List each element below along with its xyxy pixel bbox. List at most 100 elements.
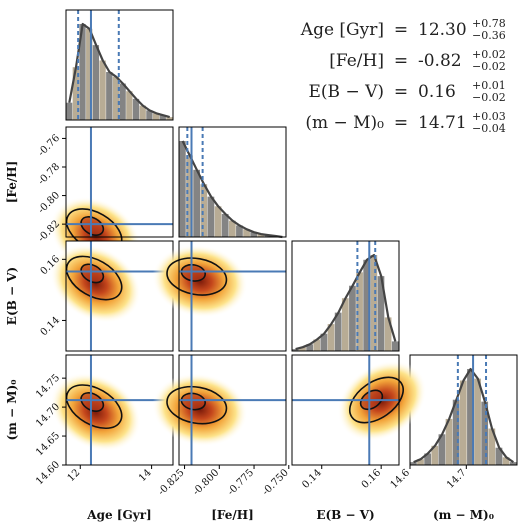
summary-value: 12.30: [418, 19, 467, 40]
summary-minus: −0.36: [472, 28, 506, 42]
histogram-bar: [452, 399, 460, 465]
contour-outer: [349, 376, 404, 424]
summary-row-dm: (m − M)₀ = 14.71 +0.03 −0.04: [288, 107, 523, 138]
histogram-bar: [313, 339, 321, 351]
histogram-bar: [126, 91, 133, 120]
summary-value: 14.71: [418, 112, 467, 133]
histogram-bar: [481, 401, 489, 465]
histogram-bar: [467, 369, 474, 465]
y-axis-feh: -0.76-0.78-0.80-0.82[Fe/H]: [5, 133, 66, 244]
y-tick-label: 14.65: [34, 430, 62, 458]
x-tick-label: 14.6: [389, 467, 413, 491]
histogram-bar: [221, 213, 229, 237]
histogram-bar: [179, 141, 186, 237]
histogram-age: [65, 9, 174, 121]
histogram-bar: [146, 110, 153, 120]
contour-inner: [80, 216, 105, 236]
histogram-bar: [391, 341, 399, 351]
summary-plus: +0.78: [472, 16, 506, 30]
histogram-bar: [431, 445, 439, 465]
histogram-bar: [112, 76, 120, 120]
x-tick-label: 0.16: [360, 467, 384, 491]
x-axis-label: (m − M)₀: [433, 508, 494, 522]
histogram-bar: [341, 298, 349, 351]
histogram-bar: [334, 312, 342, 351]
histogram-bar: [377, 276, 385, 351]
summary-plus: +0.02: [472, 47, 506, 61]
y-tick-label: -0.76: [36, 133, 62, 159]
y-tick-label: 0.14: [39, 315, 63, 339]
x-tick-label: 12: [66, 467, 83, 484]
histogram-bar: [186, 155, 193, 237]
histogram-bar: [72, 67, 79, 120]
contour-inner: [80, 392, 105, 412]
y-axis-label: (m − M)₀: [5, 379, 19, 440]
summary-equals: =: [393, 112, 409, 133]
panel-frame: [178, 126, 287, 238]
histogram-bar: [166, 117, 173, 120]
histogram-bar: [139, 105, 146, 120]
summary-equals: =: [393, 19, 409, 40]
density-cloud: [50, 372, 141, 452]
histogram-bar: [327, 324, 335, 351]
histogram-bar: [119, 83, 126, 120]
y-axis-label: [Fe/H]: [5, 161, 19, 204]
summary-name: (m − M)₀: [305, 112, 384, 133]
y-axis-label: E(B − V): [5, 267, 19, 325]
x-tick-label: -0.800: [191, 467, 221, 497]
density-ebv-dm: [291, 354, 427, 466]
histogram-bar: [384, 317, 392, 351]
histogram-bar: [509, 462, 517, 465]
panel-frame: [178, 240, 287, 352]
summary-minus: −0.04: [472, 121, 506, 135]
histogram-bar: [159, 115, 166, 120]
histogram-ebv: [291, 240, 400, 352]
histogram-bar: [228, 220, 236, 237]
histogram-bar: [299, 347, 306, 351]
histogram-bar: [349, 285, 356, 351]
histogram-bar: [417, 459, 424, 465]
contour-outer: [65, 384, 123, 430]
histogram-bar: [92, 45, 100, 121]
density-age-ebv: [50, 240, 174, 352]
density-cloud: [152, 244, 248, 318]
y-tick-label: 14.60: [34, 459, 62, 487]
summary-minus: −0.02: [472, 59, 506, 73]
panel-frame: [65, 9, 174, 121]
summary-row-ebv: E(B − V) = 0.16 +0.01 −0.02: [288, 76, 523, 107]
histogram-bar: [370, 255, 378, 351]
panel-frame: [178, 354, 287, 466]
contour-outer: [166, 385, 228, 425]
panel-frame: [291, 240, 400, 352]
histogram-bar: [200, 184, 208, 237]
kde-curve: [295, 253, 397, 351]
histogram-bar: [214, 206, 222, 237]
histogram-bar: [250, 232, 258, 237]
summary-plus: +0.01: [472, 78, 506, 92]
summary-name: E(B − V): [308, 81, 385, 102]
histogram-bar: [445, 418, 453, 465]
histogram-bar: [86, 28, 93, 120]
x-axis-label: Age [Gyr]: [86, 508, 151, 522]
density-feh-dm: [152, 354, 287, 466]
summary-name: [Fe/H]: [329, 50, 384, 71]
histogram-bar: [474, 378, 481, 465]
histogram-bar: [320, 333, 328, 351]
x-axis-age: 12 14 Age [Gyr]: [66, 465, 154, 522]
density-cloud: [152, 373, 248, 447]
histogram-bar: [502, 457, 510, 465]
x-tick-label: 14: [137, 467, 154, 484]
histogram-bar: [306, 344, 313, 351]
histogram-bar: [488, 428, 496, 465]
density-feh-ebv: [152, 240, 287, 352]
histogram-bar: [152, 113, 160, 120]
contour-outer: [166, 257, 228, 296]
summary-plus: +0.03: [472, 109, 506, 123]
histogram-bar: [193, 169, 200, 237]
summary-errors: +0.03 −0.04: [472, 109, 506, 135]
parameter-summary: Age [Gyr] = 12.30 +0.78 −0.36 [Fe/H] = -…: [288, 14, 523, 138]
summary-name: Age [Gyr]: [300, 19, 384, 40]
summary-errors: +0.01 −0.02: [472, 78, 506, 104]
histogram-bar: [106, 72, 113, 120]
x-tick-label: -0.775: [226, 467, 256, 497]
